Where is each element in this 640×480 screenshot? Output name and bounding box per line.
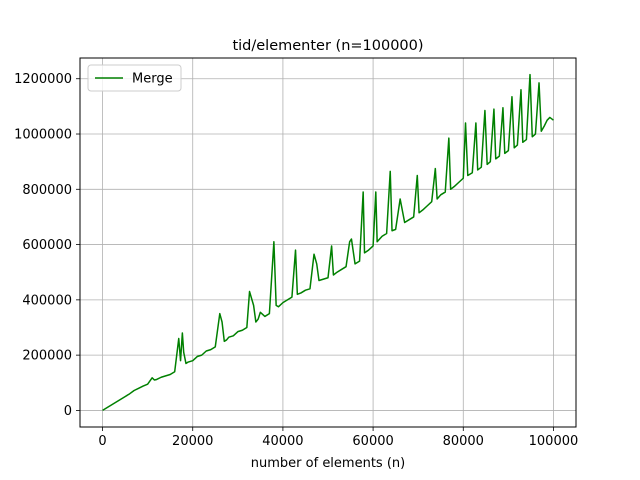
x-tick-label: 100000 — [529, 434, 579, 449]
y-tick-label: 200000 — [22, 349, 72, 364]
y-tick-label: 400000 — [22, 293, 72, 308]
y-tick-label: 0 — [64, 404, 72, 419]
x-tick-label: 60000 — [352, 434, 393, 449]
series-line-merge — [102, 73, 554, 412]
legend: Merge — [87, 64, 182, 92]
chart-title: tid/elementer (n=100000) — [232, 38, 423, 54]
grid — [80, 58, 576, 427]
plot-frame — [79, 57, 577, 428]
x-tick-label: 20000 — [172, 434, 213, 449]
y-tick-label: 600000 — [22, 238, 72, 253]
series-layer — [102, 73, 554, 412]
legend-label: Merge — [132, 72, 173, 87]
x-tick-label: 0 — [98, 434, 106, 449]
y-tick-label: 1000000 — [14, 128, 72, 143]
x-tick-label: 80000 — [443, 434, 484, 449]
legend-box — [87, 64, 182, 92]
y-axis: 0 200000 400000 600000 800000 1000000 1200000 — [14, 72, 80, 419]
y-tick-label: 1200000 — [14, 72, 72, 87]
x-axis-label: number of elements (n) — [251, 456, 405, 471]
x-axis: 0 20000 40000 60000 80000 100000 — [98, 427, 578, 449]
x-tick-label: 40000 — [262, 434, 303, 449]
y-tick-label: 800000 — [22, 183, 72, 198]
